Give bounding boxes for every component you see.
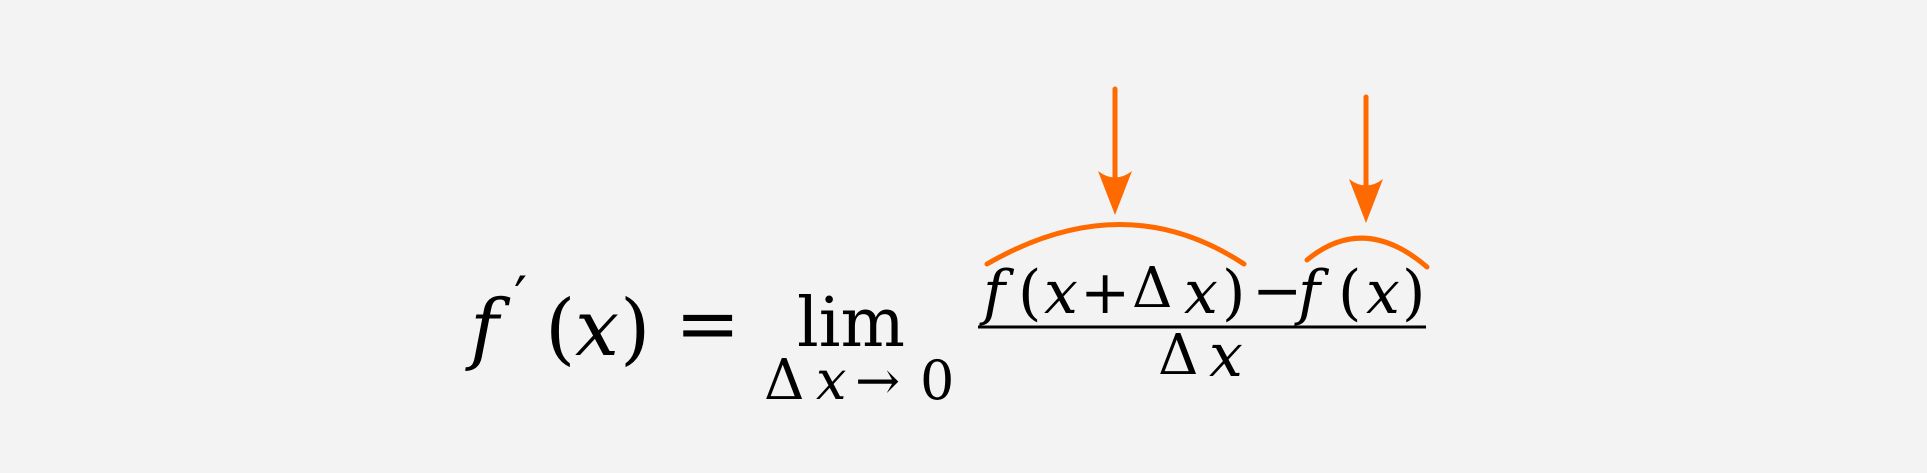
num-plus: +	[1080, 258, 1130, 328]
lhs-x: x	[575, 284, 619, 374]
lim-sub-x: x	[816, 349, 846, 412]
num-minus: −	[1252, 256, 1302, 326]
num-x2: x	[1184, 258, 1218, 328]
fraction-denominator: Δ x	[1158, 321, 1243, 391]
num-x3: x	[1366, 258, 1400, 328]
lhs-close-paren: )	[620, 284, 650, 374]
limit-operator: lim Δ x → 0	[764, 284, 954, 413]
lhs-open-paren: (	[545, 284, 575, 374]
num-delta: Δ	[1132, 256, 1172, 321]
num-f1: f	[979, 258, 1015, 328]
lim-sub-delta: Δ	[764, 348, 804, 413]
lhs-prime: ′	[514, 264, 527, 332]
num-close-paren-2: )	[1402, 258, 1425, 328]
lim-sub-zero: 0	[920, 349, 954, 412]
den-x: x	[1209, 321, 1243, 391]
annotations	[984, 86, 1430, 270]
arrow-head-left	[1098, 171, 1132, 215]
fraction-numerator: f ( x + Δ x ) − f ( x )	[979, 256, 1425, 328]
num-x1: x	[1044, 258, 1078, 328]
arrow-head-right	[1349, 179, 1383, 223]
brace-arc-f-x-plus-dx	[984, 222, 1247, 267]
lhs-f: f	[465, 284, 511, 374]
num-f2: f	[1294, 258, 1330, 328]
lim-label: lim	[797, 284, 905, 363]
num-open-paren-2: (	[1338, 258, 1361, 328]
lim-sub-arrow: →	[855, 349, 900, 412]
den-delta: Δ	[1158, 323, 1198, 388]
brace-arc-f-x	[1304, 235, 1430, 270]
equals-sign: =	[675, 279, 740, 369]
num-open-paren-1: (	[1018, 258, 1041, 328]
lhs-derivative: f ′ ( x )	[465, 264, 650, 374]
num-close-paren-1: )	[1222, 258, 1245, 328]
